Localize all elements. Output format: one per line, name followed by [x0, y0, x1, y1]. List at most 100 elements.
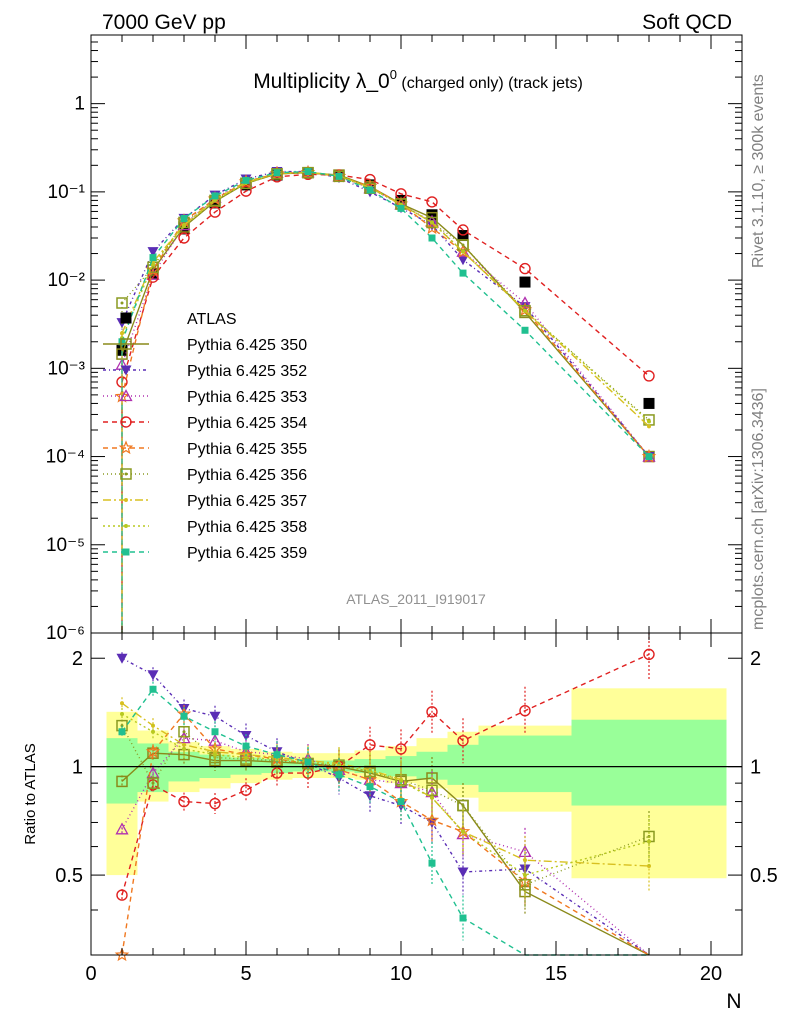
header-left-label: 7000 GeV pp [102, 11, 226, 34]
data-point [304, 168, 312, 176]
ratio-point [147, 670, 159, 681]
legend-label: Pythia 6.425 357 [187, 493, 307, 510]
inner-band-bin [571, 719, 727, 806]
y-tick-label: 10⁻⁶ [46, 623, 85, 644]
main-axes: 10⁻⁶ 10⁻⁵ 10⁻⁴ 10⁻³ 10⁻² 10⁻¹ 1 [46, 34, 743, 644]
data-point [211, 192, 219, 200]
data-point [180, 214, 188, 222]
data-point [364, 173, 376, 186]
data-point [461, 249, 465, 254]
legend-label: Pythia 6.425 358 [187, 519, 307, 536]
ratio-plot-frame [90, 632, 743, 956]
ratio-point [115, 822, 129, 835]
x-tick-label: 0 [85, 963, 96, 985]
analysis-tag-label: ATLAS_2011_I919017 [346, 591, 486, 607]
data-point [116, 297, 128, 309]
data-point [647, 419, 651, 424]
ratio-point [647, 863, 651, 868]
mcplots-reference-label: mcplots.cern.ch [arXiv:1306.3436] [750, 388, 767, 630]
data-point [430, 220, 434, 225]
data-point [178, 223, 190, 235]
ratio-point [364, 739, 376, 751]
legend-marker [124, 524, 128, 528]
ratio-point [647, 839, 651, 844]
ratio-point [395, 743, 407, 755]
data-point [519, 276, 531, 288]
legend-label: ATLAS [187, 311, 237, 328]
ratio-point [145, 744, 161, 758]
marker-outline [116, 297, 128, 309]
ratio-point [211, 728, 219, 736]
legend-entry: Pythia 6.425 358 [103, 519, 307, 536]
data-point [182, 224, 186, 229]
data-point [209, 206, 221, 218]
y-tick-label: 10⁻³ [48, 358, 86, 379]
marker-outline [120, 468, 132, 480]
legend-entry: Pythia 6.425 350 [103, 337, 307, 354]
ratio-point [209, 711, 221, 722]
marker-outline [271, 168, 283, 180]
ratio-line [121, 713, 650, 876]
ratio-tick-label: 2 [72, 648, 83, 670]
y-tick-label: 10⁻⁵ [46, 535, 85, 556]
marker-center [120, 301, 124, 305]
series-line [121, 170, 650, 458]
y-tick-label: 1 [74, 94, 85, 115]
ratio-series-8 [118, 681, 649, 956]
data-point [518, 296, 532, 309]
data-point [457, 255, 469, 266]
ratio-tick-label-right: 0.5 [750, 865, 778, 887]
main-plot-frame [90, 34, 743, 634]
legend-entry: Pythia 6.425 356 [103, 467, 307, 484]
marker-outline [333, 170, 345, 183]
ratio-line [121, 688, 649, 956]
series-line [121, 171, 650, 427]
legend-entry: Pythia 6.425 359 [103, 545, 307, 562]
data-point [395, 194, 407, 206]
data-point [459, 269, 467, 277]
ratio-tick-label: 0.5 [55, 865, 83, 887]
ratio-point [240, 784, 252, 796]
ratio-point [457, 735, 469, 747]
ratio-point [177, 731, 191, 744]
ratio-point [459, 914, 467, 922]
y-tick-label: 10⁻⁴ [46, 447, 85, 468]
ratio-point [147, 777, 159, 789]
chart-title: Multiplicity λ_00 (charged only) (track … [253, 67, 583, 93]
data-point [457, 224, 469, 236]
ratio-line [121, 657, 650, 956]
data-point [151, 262, 155, 267]
marker-center [151, 781, 155, 785]
ratio-point [397, 798, 405, 806]
data-point [519, 262, 531, 275]
main-series-layer [114, 164, 657, 633]
ratio-point [242, 742, 250, 750]
ratio-point [182, 746, 186, 751]
header-right-label: Soft QCD [642, 11, 732, 34]
ratio-series-layer [114, 633, 655, 962]
data-point [397, 204, 405, 212]
ratio-point [426, 706, 438, 718]
legend-marker [122, 548, 130, 556]
ratio-point [519, 705, 531, 717]
legend: ATLAS Pythia 6.425 350 Pythia 6.425 352 Pyt… [103, 311, 307, 562]
main-plot: 10⁻⁶ 10⁻⁵ 10⁻⁴ 10⁻³ 10⁻² 10⁻¹ 1 Multiplicity λ… [46, 34, 743, 644]
ratio-point [424, 812, 440, 827]
ratio-point [116, 775, 128, 788]
y-tick-label: 10⁻² [48, 270, 86, 291]
x-tick-label: 20 [700, 963, 722, 985]
ratio-point [368, 769, 372, 774]
ratio-tick-label: 1 [72, 757, 83, 779]
ratio-point [335, 771, 343, 779]
series-line [121, 173, 650, 383]
data-point [149, 254, 157, 262]
legend-marker [120, 312, 132, 324]
legend-label: Pythia 6.425 352 [187, 363, 307, 380]
ratio-point [120, 712, 124, 717]
marker-center [461, 804, 465, 808]
ratio-point [430, 795, 434, 800]
data-point [645, 453, 653, 461]
rivet-version-label: Rivet 3.1.10, ≥ 300k events [750, 74, 767, 268]
legend-entry: Pythia 6.425 353 [103, 389, 307, 406]
